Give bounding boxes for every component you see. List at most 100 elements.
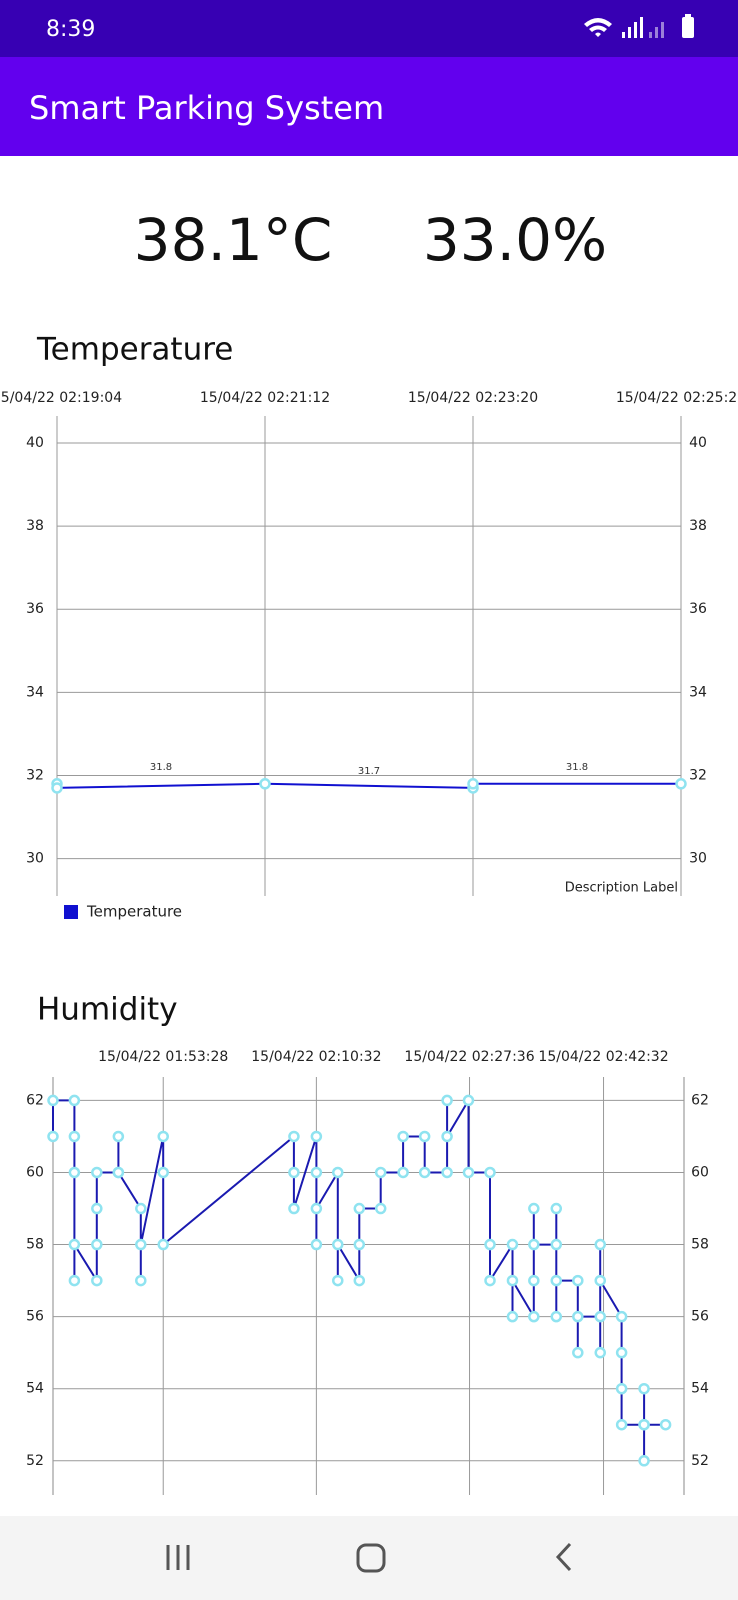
data-point bbox=[353, 1202, 366, 1215]
y-tick-label: 58 bbox=[26, 1237, 44, 1253]
y-tick-label: 54 bbox=[26, 1381, 44, 1397]
data-point bbox=[418, 1130, 431, 1143]
data-point bbox=[528, 1310, 540, 1323]
data-point bbox=[157, 1238, 169, 1251]
data-point bbox=[157, 1166, 169, 1179]
x-tick-label: 15/04/22 02:42:32 bbox=[538, 1049, 668, 1065]
data-point bbox=[310, 1166, 323, 1179]
humidity-reading: 33.0% bbox=[423, 206, 607, 274]
data-point bbox=[310, 1202, 323, 1215]
data-point bbox=[332, 1274, 344, 1287]
data-point bbox=[135, 1238, 147, 1251]
data-point bbox=[418, 1166, 431, 1179]
data-point bbox=[397, 1130, 409, 1143]
data-point bbox=[594, 1274, 606, 1287]
data-point bbox=[47, 1130, 59, 1143]
data-point bbox=[659, 1418, 672, 1431]
status-time: 8:39 bbox=[46, 17, 95, 42]
data-point bbox=[550, 1274, 563, 1287]
y-tick-label: 36 bbox=[26, 601, 44, 617]
y-tick-label: 38 bbox=[689, 518, 707, 534]
y-tick-label: 58 bbox=[691, 1237, 709, 1253]
y-tick-label: 36 bbox=[689, 601, 707, 617]
data-point bbox=[259, 778, 271, 790]
data-point bbox=[374, 1202, 387, 1215]
data-point bbox=[528, 1274, 540, 1287]
y-tick-label: 60 bbox=[691, 1164, 709, 1180]
chart: 30 30 32 32 34 34 36 36 38 38 40 40 15/04/22 02:19:0… bbox=[0, 390, 738, 921]
y-tick-label: 30 bbox=[689, 851, 707, 867]
data-point bbox=[615, 1382, 628, 1395]
data-point bbox=[91, 1202, 103, 1215]
data-point bbox=[68, 1130, 81, 1143]
data-point bbox=[288, 1130, 300, 1143]
chart-title: Humidity bbox=[37, 992, 178, 1028]
data-point bbox=[51, 782, 63, 794]
data-point bbox=[467, 778, 479, 790]
description-label: Description Label bbox=[565, 881, 678, 896]
data-label: 31.8 bbox=[150, 762, 172, 773]
data-point bbox=[550, 1238, 563, 1251]
status-icons bbox=[584, 14, 694, 38]
y-tick-label: 32 bbox=[26, 767, 44, 783]
x-tick-label: 15/04/22 02:19:04 bbox=[0, 390, 122, 406]
y-tick-label: 40 bbox=[26, 435, 44, 451]
x-tick-label: 15/04/22 02:21:12 bbox=[200, 390, 330, 406]
data-point bbox=[572, 1310, 584, 1323]
data-point bbox=[68, 1166, 81, 1179]
data-point bbox=[594, 1310, 606, 1323]
data-point bbox=[484, 1274, 496, 1287]
data-point bbox=[550, 1310, 563, 1323]
chart-title: Temperature bbox=[36, 332, 233, 368]
data-point bbox=[68, 1274, 81, 1287]
data-point bbox=[135, 1202, 147, 1215]
data-point bbox=[47, 1094, 59, 1107]
y-tick-label: 62 bbox=[26, 1092, 44, 1108]
nav-bar bbox=[0, 1516, 738, 1600]
home-button[interactable] bbox=[356, 1543, 386, 1573]
data-point bbox=[484, 1166, 496, 1179]
data-point bbox=[572, 1346, 584, 1359]
legend-label: Temperature bbox=[86, 903, 182, 921]
x-tick-label: 15/04/22 01:53:28 bbox=[98, 1049, 228, 1065]
data-point bbox=[68, 1238, 81, 1251]
data-point bbox=[353, 1274, 366, 1287]
chart: 52 52 54 54 56 56 58 58 60 60 62 62 15/04/22 01:53:2… bbox=[26, 1049, 709, 1495]
data-point bbox=[615, 1418, 628, 1431]
y-tick-label: 30 bbox=[26, 851, 44, 867]
data-point bbox=[462, 1166, 475, 1179]
y-tick-label: 52 bbox=[691, 1453, 709, 1469]
data-point bbox=[91, 1166, 103, 1179]
y-tick-label: 34 bbox=[689, 684, 707, 700]
data-point bbox=[68, 1094, 81, 1107]
data-point bbox=[594, 1238, 606, 1251]
data-point bbox=[112, 1130, 125, 1143]
status-bar bbox=[0, 0, 738, 57]
data-point bbox=[91, 1238, 103, 1251]
back-button[interactable] bbox=[555, 1542, 572, 1572]
y-tick-label: 56 bbox=[26, 1309, 44, 1325]
data-point bbox=[157, 1130, 169, 1143]
data-point bbox=[310, 1130, 323, 1143]
legend-swatch bbox=[64, 905, 78, 919]
data-point bbox=[288, 1202, 300, 1215]
y-tick-label: 40 bbox=[689, 435, 707, 451]
data-point bbox=[441, 1094, 453, 1107]
data-point bbox=[506, 1310, 519, 1323]
y-tick-label: 56 bbox=[691, 1309, 709, 1325]
data-point bbox=[135, 1274, 147, 1287]
y-tick-label: 52 bbox=[26, 1453, 44, 1469]
data-point bbox=[594, 1346, 606, 1359]
nav-icons bbox=[166, 1542, 572, 1573]
y-tick-label: 38 bbox=[26, 518, 44, 534]
data-point bbox=[310, 1238, 323, 1251]
data-point bbox=[441, 1130, 453, 1143]
app-bar bbox=[0, 57, 738, 156]
data-point bbox=[528, 1202, 540, 1215]
app-title: Smart Parking System bbox=[29, 89, 384, 127]
data-point bbox=[506, 1238, 519, 1251]
data-point bbox=[675, 778, 687, 790]
data-point bbox=[441, 1166, 453, 1179]
data-point bbox=[484, 1238, 496, 1251]
